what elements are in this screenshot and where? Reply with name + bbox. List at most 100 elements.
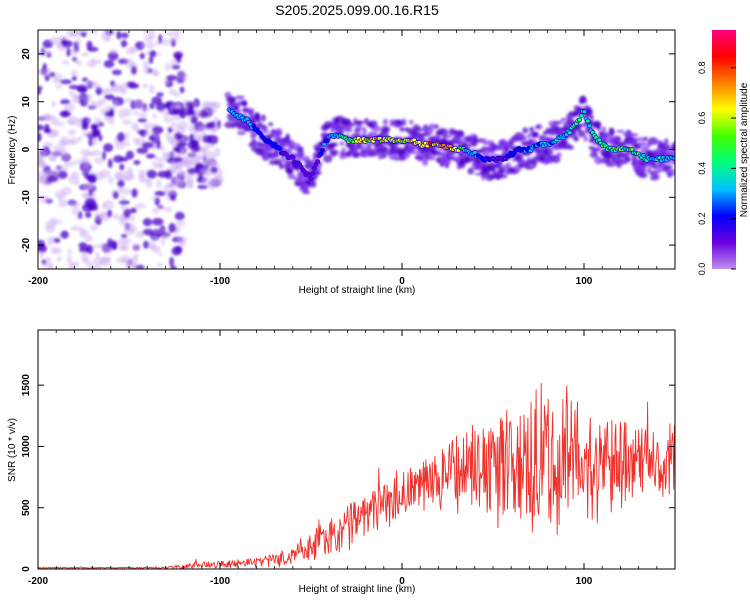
spectrogram-cell bbox=[81, 32, 87, 37]
spectrogram-cell bbox=[184, 158, 194, 167]
spectrogram-cell bbox=[666, 146, 670, 149]
spectrogram-cell bbox=[53, 76, 60, 83]
spectrogram-cell bbox=[92, 57, 96, 67]
spectrogram-cell bbox=[45, 75, 50, 82]
spectrogram-cell bbox=[445, 164, 449, 169]
spectrogram-cell bbox=[112, 70, 122, 76]
spectrogram-cell bbox=[160, 146, 165, 151]
spectrogram-cell bbox=[157, 263, 163, 267]
spectrogram-cell bbox=[99, 170, 111, 179]
spectrogram-cell bbox=[125, 98, 132, 103]
snr-panel: -200 -100 0 100050010001500 Height of strai… bbox=[7, 330, 675, 595]
spectrogram-cell bbox=[123, 208, 131, 218]
ridge-point bbox=[325, 139, 329, 142]
spectrogram-cell bbox=[140, 53, 145, 60]
spectrogram-cell bbox=[153, 70, 160, 76]
spectrogram-cell bbox=[86, 41, 92, 50]
spectrogram-cell bbox=[164, 207, 173, 212]
spectrogram-cell bbox=[142, 178, 151, 182]
spectrogram-cell bbox=[237, 131, 246, 135]
spectrogram-cell bbox=[356, 121, 362, 124]
spectrogram-cell bbox=[268, 122, 273, 126]
spectrogram-cell bbox=[84, 235, 93, 243]
spectrogram-cell bbox=[134, 203, 146, 209]
spectrogram-cell bbox=[119, 164, 124, 171]
spectrogram-cell bbox=[142, 83, 147, 88]
spectrogram-cell bbox=[92, 83, 101, 88]
spectrogram-cell bbox=[169, 257, 174, 267]
spectrogram-cell bbox=[131, 188, 137, 197]
spectrogram-cell bbox=[138, 113, 147, 118]
spectrogram-cell bbox=[189, 134, 194, 144]
spectrogram-cell bbox=[567, 145, 574, 150]
spectrogram-cell bbox=[87, 118, 91, 124]
spectrogram-cell bbox=[114, 83, 118, 92]
spectrogram-cell bbox=[122, 119, 131, 125]
spectrogram-cell bbox=[137, 130, 147, 134]
spectrogram-cell bbox=[197, 154, 204, 161]
spectrogram-cell bbox=[101, 256, 111, 263]
colorbar-tick-label: 0.0 bbox=[697, 263, 707, 276]
spectrogram-cell bbox=[593, 121, 601, 128]
snr-ylabel: SNR (10 * v/v) bbox=[7, 418, 18, 482]
spectrogram-cell bbox=[208, 109, 217, 114]
spectrogram-cell bbox=[147, 170, 157, 179]
spectrogram-blobs bbox=[33, 27, 681, 272]
spectrogram-cell bbox=[172, 177, 182, 181]
spectrogram-cell bbox=[399, 127, 404, 132]
spectrogram-cell bbox=[105, 111, 115, 117]
spectrogram-cell bbox=[149, 84, 155, 93]
spectrogram-xlabel: Height of straight line (km) bbox=[299, 285, 416, 296]
spectrogram-cell bbox=[69, 85, 80, 90]
spectrogram-cell bbox=[362, 127, 366, 135]
spectrogram-cell bbox=[180, 146, 184, 154]
spectrogram-cell bbox=[60, 79, 72, 84]
spectrogram-cell bbox=[156, 179, 162, 188]
colorbar-tick-label: 0.2 bbox=[697, 212, 707, 225]
spectrogram-cell bbox=[36, 133, 42, 142]
spectrogram-cell bbox=[83, 98, 91, 103]
colorbar-label: Normalized spectral amplitude bbox=[739, 82, 750, 217]
spectrogram-cell bbox=[93, 139, 97, 145]
spectrogram-cell bbox=[61, 187, 71, 195]
spectrogram-cell bbox=[132, 243, 141, 251]
spectrogram-cell bbox=[62, 153, 69, 160]
ridge-point bbox=[321, 148, 325, 151]
spectrogram-ytick-label: -20 bbox=[21, 237, 32, 252]
spectrogram-cell bbox=[103, 200, 114, 210]
snr-ytick-label: 1000 bbox=[21, 435, 32, 458]
spectrogram-cell bbox=[122, 141, 131, 147]
spectrogram-cell bbox=[584, 135, 588, 142]
spectrogram-cell bbox=[156, 92, 163, 96]
spectrogram-cell bbox=[103, 143, 113, 152]
spectrogram-xtick-label: -100 bbox=[210, 276, 230, 287]
spectrogram-cell bbox=[235, 95, 245, 99]
spectrogram-cell bbox=[146, 154, 156, 159]
spectrogram-cell bbox=[99, 243, 107, 250]
spectrogram-cell bbox=[188, 180, 192, 189]
spectrogram-cell bbox=[150, 245, 159, 250]
spectrogram-cell bbox=[152, 218, 163, 226]
snr-xtick-label: -200 bbox=[28, 576, 48, 587]
spectrogram-cell bbox=[121, 40, 128, 48]
spectrogram-cell bbox=[368, 131, 378, 135]
spectrogram-cell bbox=[55, 84, 62, 89]
spectrogram-cell bbox=[166, 103, 171, 107]
spectrogram-cell bbox=[104, 27, 110, 34]
spectrogram-cell bbox=[211, 177, 222, 186]
spectrogram-cell bbox=[72, 76, 77, 81]
spectrogram-cell bbox=[63, 199, 67, 206]
spectrogram-cell bbox=[67, 119, 76, 125]
spectrogram-cell bbox=[94, 102, 101, 109]
spectrogram-cell bbox=[149, 135, 155, 140]
spectrogram-cell bbox=[78, 87, 87, 93]
spectrogram-cell bbox=[133, 99, 143, 108]
spectrogram-cell bbox=[556, 152, 561, 157]
spectrogram-cell bbox=[187, 168, 197, 175]
spectrogram-cell bbox=[262, 124, 267, 130]
spectrogram-cell bbox=[356, 124, 363, 130]
spectrogram-cell bbox=[62, 60, 70, 65]
spectrogram-cell bbox=[81, 156, 89, 164]
snr-xtick-label: 100 bbox=[576, 576, 593, 587]
spectrogram-cell bbox=[169, 89, 177, 96]
